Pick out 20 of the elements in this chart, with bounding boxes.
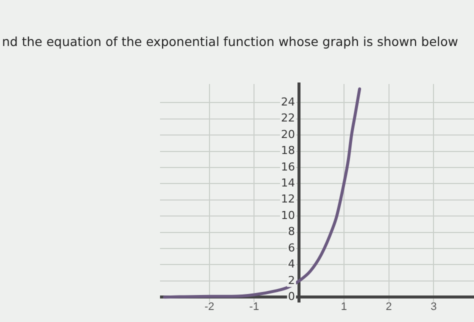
y-tick-label: 24: [281, 96, 296, 108]
chart-title: nd the equation of the exponential function whose graph is shown below: [2, 34, 458, 49]
y-tick-label: 8: [288, 225, 296, 238]
x-tick-label: -1: [249, 300, 260, 313]
y-tick-label: 2: [288, 274, 296, 287]
line-series: [162, 87, 362, 299]
y-tick-label: 0: [288, 290, 296, 303]
y-tick-label: 14: [281, 176, 296, 190]
y-tick-label: 22: [281, 112, 296, 125]
y-tick-label: 16: [281, 160, 296, 174]
x-tick-label: 1: [340, 300, 347, 313]
y-tick-label: 4: [288, 258, 296, 271]
x-tick-label: 2: [386, 300, 392, 313]
y-tick-label: 20: [281, 128, 296, 141]
y-tick-label: 10: [281, 208, 296, 222]
x-tick-label: -2: [204, 300, 214, 313]
x-tick-label: 3: [430, 300, 437, 313]
y-tick-label: 18: [281, 144, 296, 158]
y-tick-label: 12: [281, 192, 296, 206]
y-tick-label: 6: [288, 241, 296, 254]
